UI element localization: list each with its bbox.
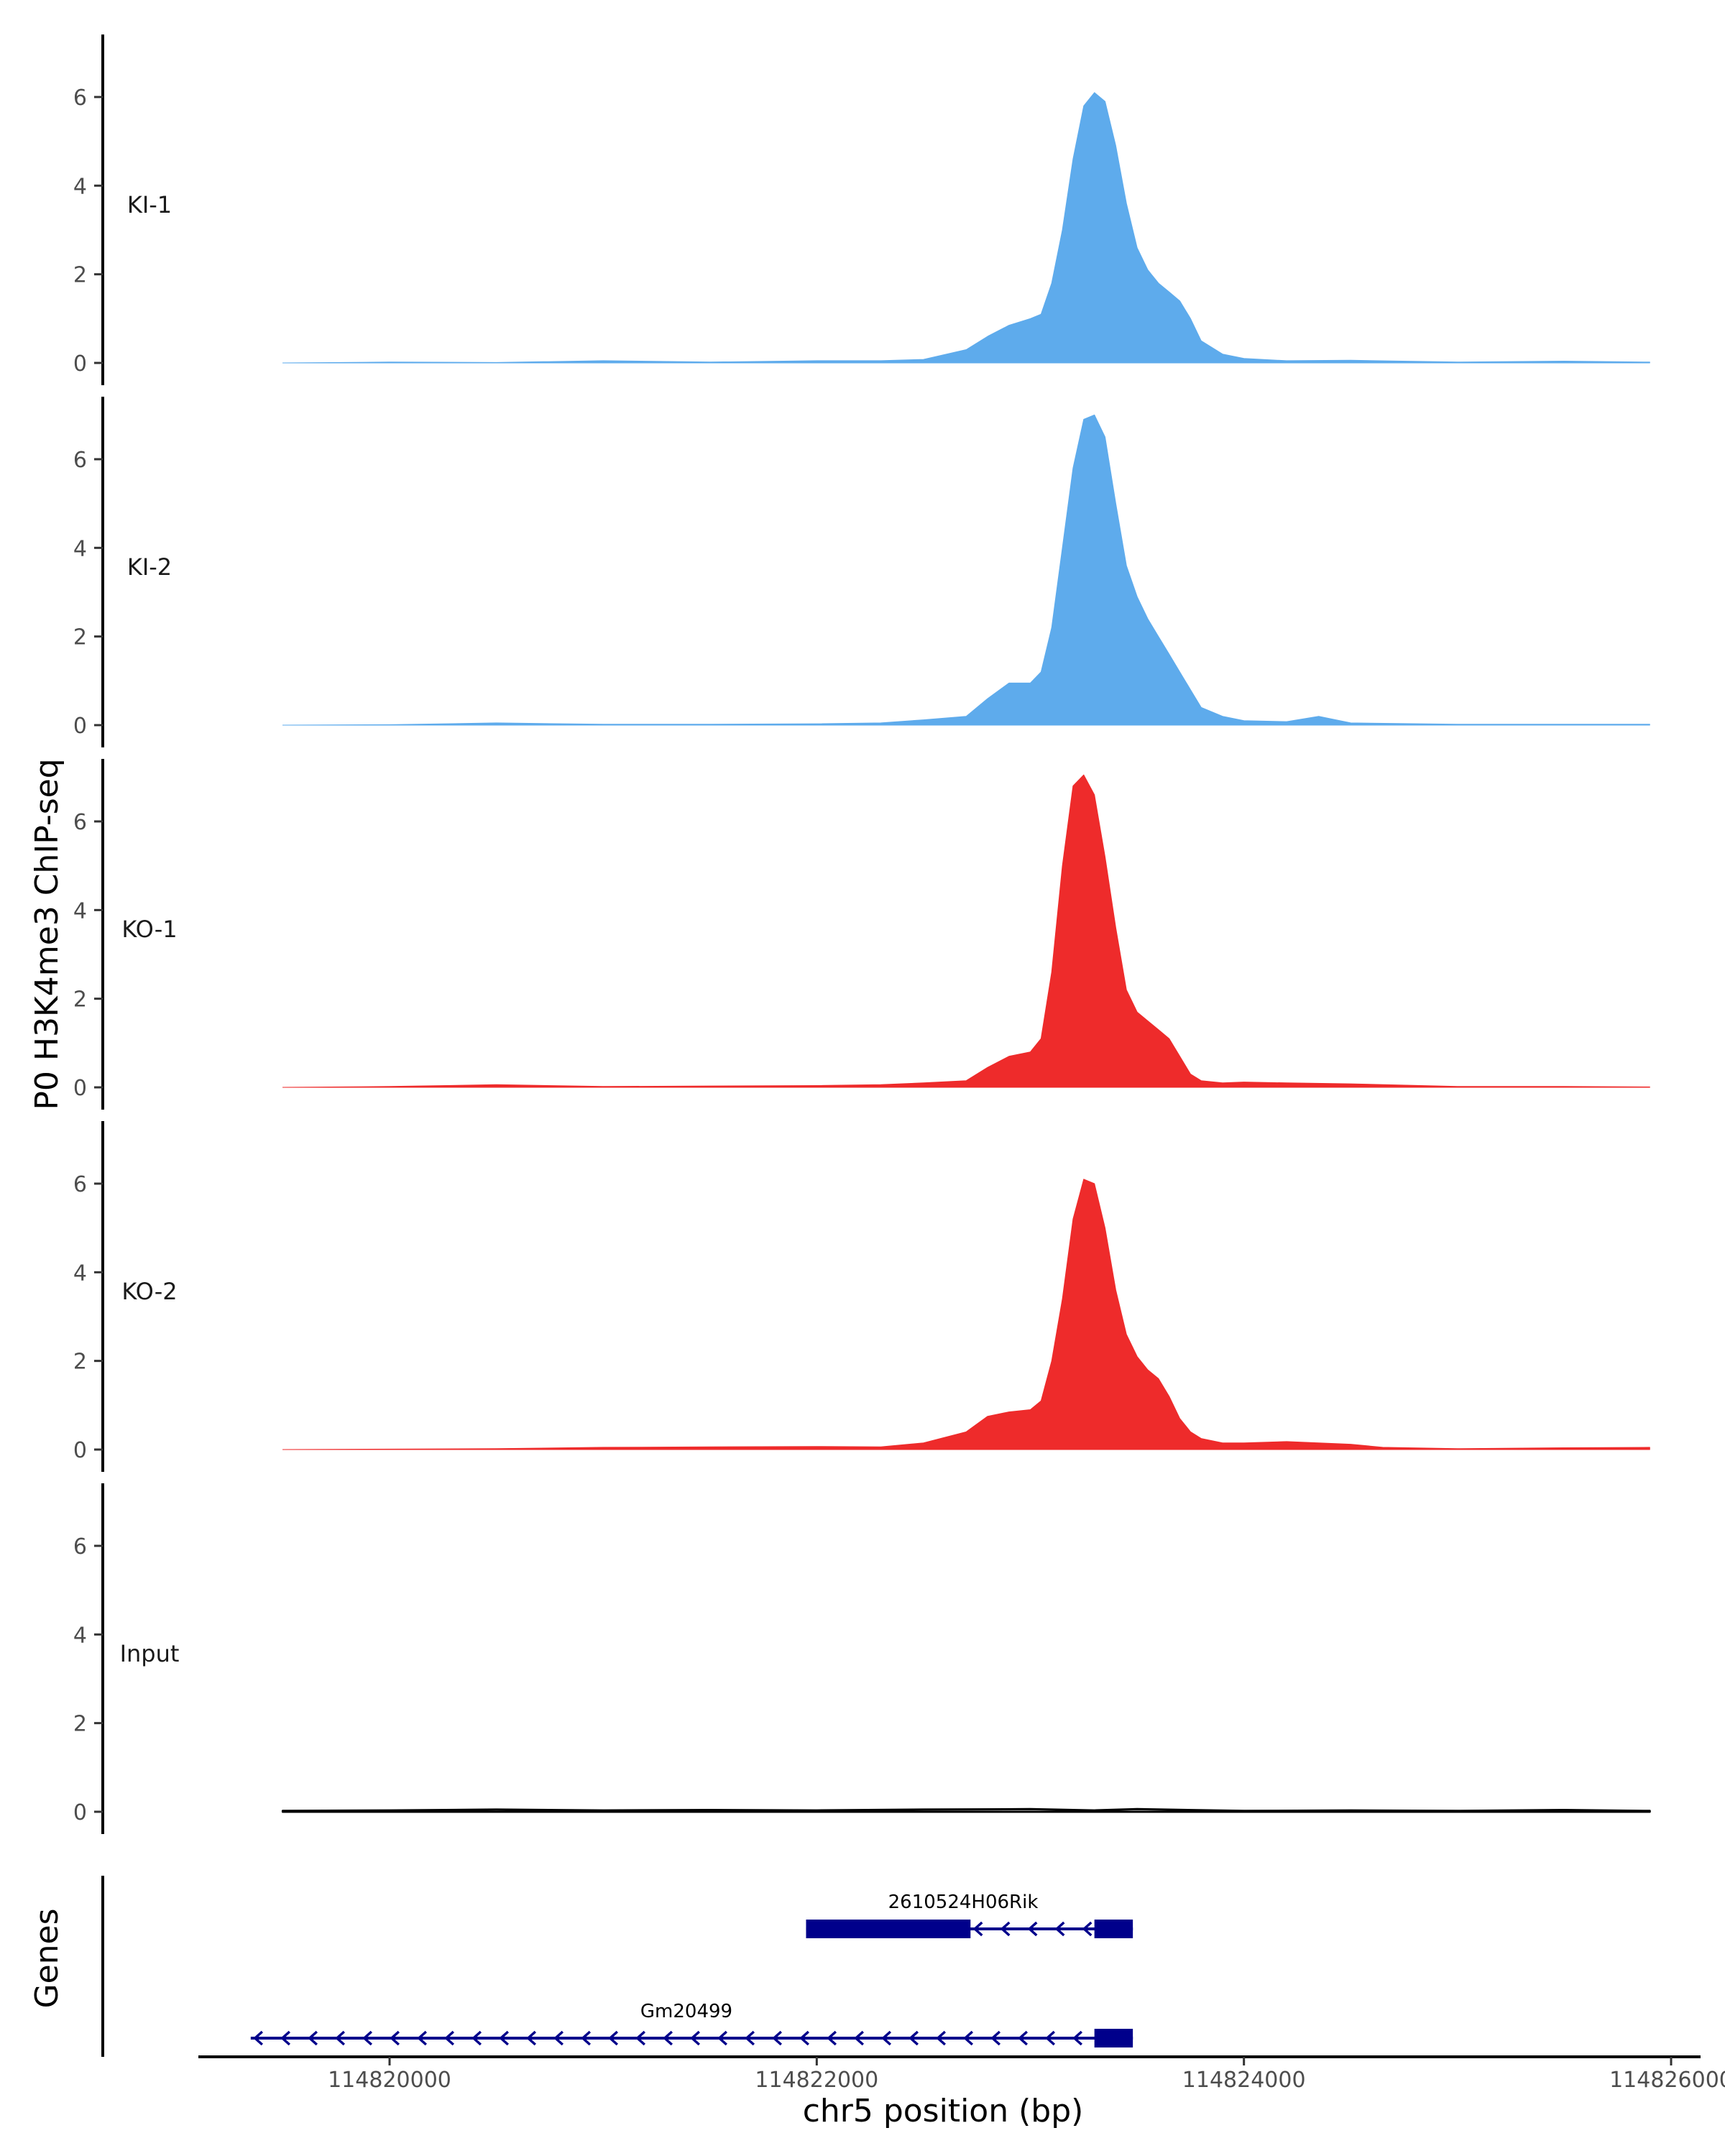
strand-arrow-icon [881, 2030, 892, 2046]
track-ki-1: 0 2 4 6 KI-1 [73, 34, 1650, 385]
strand-arrow-icon [799, 2030, 810, 2046]
y-tick-label: 4 [73, 174, 87, 199]
strand-arrow-icon [854, 2030, 865, 2046]
strand-arrow-icon [1082, 1921, 1092, 1937]
strand-arrow-icon [908, 2030, 919, 2046]
strand-arrow-icon [1072, 2030, 1083, 2046]
tracks-group: 0 2 4 6 KI-1 0 2 4 6 KI-2 0 2 4 6 KO-1 0 2 4 6 KO-2 0 2 4 6 Inpu… [73, 34, 1651, 1834]
track-label: KI-2 [127, 553, 172, 581]
strand-arrow-icon [308, 2030, 318, 2046]
x-tick-label: 114826000 [1609, 2068, 1725, 2093]
y-tick-label: 2 [73, 1712, 87, 1737]
y-tick-label: 0 [73, 351, 87, 377]
gene-label: Gm20499 [640, 2001, 732, 2022]
strand-arrow-icon [936, 2030, 947, 2046]
x-tick-label: 114824000 [1182, 2068, 1306, 2093]
signal-area [282, 1179, 1650, 1450]
strand-arrow-icon [390, 2030, 400, 2046]
track-label: Input [120, 1640, 180, 1667]
y-tick-label: 0 [73, 1438, 87, 1463]
track-label: KO-1 [121, 916, 177, 943]
strand-arrow-icon [1054, 1921, 1065, 1937]
strand-arrow-icon [335, 2030, 346, 2046]
strand-arrow-icon [417, 2030, 428, 2046]
strand-arrow-icon [581, 2030, 592, 2046]
x-axis: 114820000 114822000 114824000 114826000 [198, 2055, 1725, 2093]
strand-arrow-icon [690, 2030, 701, 2046]
x-axis-title: chr5 position (bp) [803, 2093, 1084, 2129]
strand-arrow-icon [608, 2030, 619, 2046]
strand-arrow-icon [553, 2030, 564, 2046]
x-tick-label: 114822000 [755, 2068, 878, 2093]
y-tick-label: 0 [73, 1076, 87, 1101]
genes-panel: 2610524H06Rik Gm20499 [101, 1876, 1133, 2057]
gene-gm20499: Gm20499 [250, 2001, 1133, 2047]
strand-arrow-icon [526, 2030, 537, 2046]
strand-arrow-icon [972, 1921, 983, 1937]
strand-arrow-icon [717, 2030, 728, 2046]
strand-arrow-icon [444, 2030, 455, 2046]
y-tick-label: 6 [73, 86, 87, 111]
track-label: KO-2 [121, 1278, 177, 1305]
y-tick-label: 6 [73, 810, 87, 835]
strand-arrow-icon [990, 2030, 1001, 2046]
exon-block [1094, 1920, 1133, 1938]
track-ki-2: 0 2 4 6 KI-2 [73, 397, 1650, 747]
track-ko-2: 0 2 4 6 KO-2 [73, 1121, 1650, 1472]
y-tick-label: 2 [73, 263, 87, 288]
strand-arrow-icon [663, 2030, 673, 2046]
signal-area [282, 414, 1650, 726]
strand-arrow-icon [827, 2030, 837, 2046]
track-input: 0 2 4 6 Input [73, 1483, 1651, 1834]
y-tick-label: 0 [73, 1800, 87, 1825]
track-label: KI-1 [127, 191, 172, 218]
signal-area [282, 92, 1650, 364]
strand-arrow-icon [963, 2030, 974, 2046]
y-tick-label: 2 [73, 987, 87, 1013]
x-tick-label: 114820000 [328, 2068, 451, 2093]
strand-arrow-icon [635, 2030, 646, 2046]
y-tick-label: 4 [73, 536, 87, 561]
strand-arrow-icon [253, 2030, 264, 2046]
gene-2610524h06rik: 2610524H06Rik [806, 1892, 1133, 1938]
track-ko-1: 0 2 4 6 KO-1 [73, 759, 1650, 1110]
exon-block [806, 1920, 971, 1938]
strand-arrow-icon [362, 2030, 373, 2046]
signal-area [281, 1807, 1651, 1813]
y-tick-label: 4 [73, 1623, 87, 1648]
gene-label: 2610524H06Rik [888, 1892, 1039, 1913]
strand-arrow-icon [745, 2030, 755, 2046]
strand-arrow-icon [280, 2030, 291, 2046]
strand-arrow-icon [772, 2030, 783, 2046]
strand-arrow-icon [1018, 2030, 1029, 2046]
y-tick-label: 2 [73, 625, 87, 650]
y-tick-label: 6 [73, 1172, 87, 1197]
y-tick-label: 4 [73, 898, 87, 923]
strand-arrow-icon [1045, 2030, 1056, 2046]
y-tick-label: 2 [73, 1350, 87, 1375]
y-axis-title: P0 H3K4me3 ChIP-seq [29, 758, 65, 1110]
y-tick-label: 6 [73, 1534, 87, 1560]
genes-axis-title: Genes [29, 1908, 65, 2008]
strand-arrow-icon [472, 2030, 482, 2046]
strand-arrow-icon [499, 2030, 510, 2046]
y-tick-label: 6 [73, 448, 87, 473]
y-tick-label: 0 [73, 714, 87, 739]
strand-arrow-icon [1000, 1921, 1011, 1937]
y-tick-label: 4 [73, 1261, 87, 1286]
strand-arrow-icon [1027, 1921, 1038, 1937]
signal-area [282, 774, 1650, 1088]
exon-block [1094, 2029, 1133, 2047]
